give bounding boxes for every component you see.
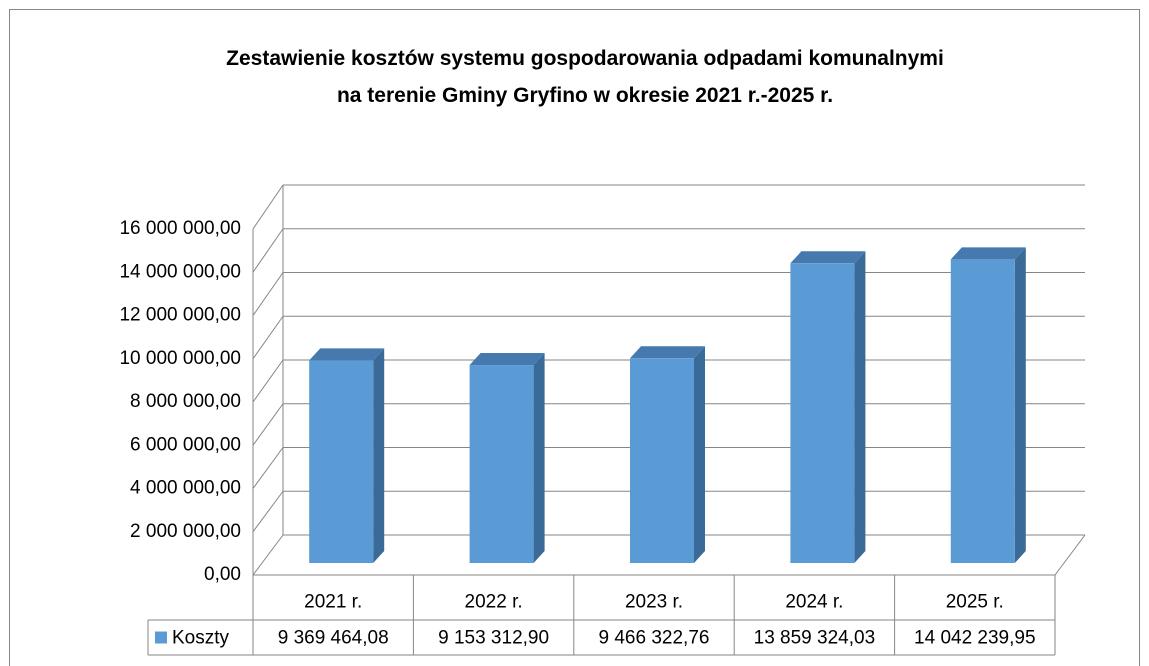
grid-line — [252, 534, 284, 576]
y-tick-label: 14 000 000,00 — [119, 261, 241, 282]
y-tick-label: 6 000 000,00 — [130, 434, 241, 455]
bar-front — [469, 365, 534, 563]
bar — [469, 353, 545, 563]
bar — [790, 251, 866, 563]
bar-side — [373, 348, 385, 563]
bar-front — [630, 358, 694, 563]
y-tick-label: 12 000 000,00 — [119, 305, 241, 326]
y-tick-label: 2 000 000,00 — [130, 521, 241, 542]
chart-title: Zestawienie kosztów systemu gospodarowan… — [226, 47, 944, 107]
y-tick-label: 4 000 000,00 — [130, 478, 241, 499]
x-tick-label: 2025 r. — [946, 592, 1004, 613]
x-tick-label: 2024 r. — [785, 592, 843, 613]
table-value: 13 859 324,03 — [754, 628, 876, 649]
y-tick-label: 8 000 000,00 — [130, 391, 241, 412]
grid-line — [252, 184, 284, 230]
grid-line — [252, 315, 284, 360]
floor-edge — [1054, 534, 1086, 576]
bar-top — [309, 348, 385, 361]
grid-line — [252, 359, 284, 403]
bar-top — [630, 346, 705, 359]
grid-line — [252, 447, 284, 489]
legend-swatch — [155, 631, 167, 644]
x-tick-label: 2022 r. — [465, 592, 523, 613]
y-tick-label: 0,00 — [204, 564, 241, 585]
bar-front — [309, 360, 374, 563]
grid-line — [252, 490, 284, 533]
bar-side — [694, 346, 705, 563]
bar-side — [1014, 247, 1026, 564]
bar-front — [950, 259, 1015, 563]
chart-border — [9, 9, 1140, 666]
x-tick-label: 2023 r. — [625, 592, 683, 613]
x-tick-label: 2021 r. — [304, 592, 362, 613]
table-value: 9 153 312,90 — [438, 628, 549, 649]
bar — [309, 348, 385, 563]
bar-front — [790, 263, 855, 563]
bar-side — [533, 353, 545, 563]
bar-top — [790, 251, 866, 264]
bar-top — [469, 353, 545, 366]
bar-top — [950, 247, 1026, 260]
grid-line — [252, 272, 284, 316]
table-value: 9 369 464,08 — [278, 628, 389, 649]
bar — [630, 346, 705, 563]
legend-label: Koszty — [172, 628, 230, 649]
table-value: 9 466 322,76 — [599, 628, 710, 649]
bar — [950, 247, 1026, 564]
grid-line — [252, 403, 284, 446]
grid-line — [252, 228, 284, 273]
table-value: 14 042 239,95 — [914, 628, 1036, 649]
bar-side — [854, 251, 866, 563]
y-tick-label: 10 000 000,00 — [119, 348, 241, 369]
y-tick-label: 16 000 000,00 — [119, 218, 241, 239]
